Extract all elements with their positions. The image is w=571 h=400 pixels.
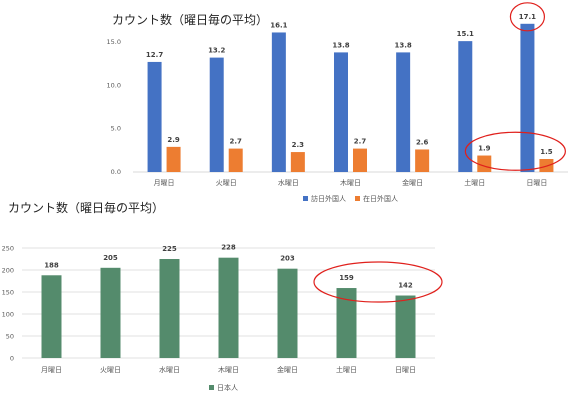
chart-visiting-residing-foreigners: カウント数（曜日毎の平均） 0.0 5.0 10.0 15.0 12.7 2.9 月曜日 13.…	[107, 2, 568, 203]
category-label: 金曜日	[277, 365, 298, 374]
data-label: 13.8	[395, 41, 412, 49]
bar-residing	[353, 148, 367, 172]
data-label: 1.9	[478, 145, 491, 153]
annotation-circle	[313, 261, 443, 303]
category-label: 土曜日	[464, 178, 485, 187]
bar-japanese	[41, 275, 62, 358]
data-label: 205	[103, 254, 118, 262]
category-label: 木曜日	[218, 365, 239, 374]
y-tick-label: 10.0	[107, 81, 121, 89]
data-label: 13.8	[332, 41, 349, 49]
category-label: 木曜日	[340, 178, 361, 187]
category-label: 火曜日	[216, 179, 237, 187]
data-label: 203	[280, 255, 295, 263]
data-label: 228	[221, 244, 236, 252]
bar-residing	[166, 146, 181, 172]
legend-label: 在日外国人	[363, 194, 398, 203]
y-tick-label: 150	[2, 289, 14, 297]
data-label: 2.3	[292, 141, 305, 149]
bar-visiting	[271, 32, 286, 172]
bar-visiting	[396, 52, 411, 172]
bar-visiting	[458, 41, 473, 173]
bar-residing	[228, 148, 243, 172]
data-label: 1.5	[540, 148, 553, 156]
bar-japanese	[395, 295, 416, 358]
data-label: 15.1	[457, 30, 474, 38]
data-label: 225	[162, 245, 177, 253]
bar-residing	[415, 149, 430, 172]
y-tick-label: 5.0	[111, 125, 121, 133]
legend-swatch	[209, 385, 214, 390]
data-label: 16.1	[270, 21, 287, 29]
category-label: 日曜日	[526, 179, 547, 187]
y-tick-label: 0.0	[111, 168, 121, 176]
data-label: 12.7	[146, 51, 163, 59]
data-label: 2.6	[416, 138, 429, 146]
category-label: 月曜日	[154, 179, 175, 187]
bar-visiting	[520, 23, 535, 172]
data-label: 142	[398, 282, 413, 290]
y-tick-label: 15.0	[107, 38, 121, 46]
category-label: 水曜日	[159, 365, 180, 374]
legend-swatch	[355, 196, 360, 201]
legend-swatch	[303, 196, 308, 201]
bar-japanese	[159, 259, 180, 358]
chart-title: カウント数（曜日毎の平均）	[112, 12, 268, 27]
bar-visiting	[147, 61, 162, 172]
annotation-circle	[464, 131, 566, 171]
bar-japanese	[336, 288, 357, 358]
y-tick-label: 100	[2, 311, 14, 319]
bar-japanese	[100, 267, 121, 358]
legend-label: 訪日外国人	[311, 194, 346, 203]
category-label: 火曜日	[100, 366, 121, 374]
data-label: 17.1	[519, 13, 536, 21]
bar-visiting	[334, 52, 348, 172]
category-label: 土曜日	[336, 365, 357, 374]
bar-japanese	[218, 257, 239, 358]
annotation-circle	[509, 2, 546, 32]
y-tick-label: 250	[2, 245, 14, 253]
category-label: 日曜日	[395, 366, 416, 374]
category-label: 金曜日	[402, 178, 423, 187]
data-label: 2.7	[354, 138, 367, 146]
bar-japanese	[277, 268, 298, 358]
data-label: 188	[44, 261, 59, 269]
category-label: 水曜日	[278, 178, 299, 187]
bar-residing	[290, 152, 305, 172]
category-label: 月曜日	[41, 366, 62, 374]
legend-label: 日本人	[217, 383, 238, 392]
chart-title: カウント数（曜日毎の平均）	[8, 200, 164, 215]
bar-residing	[477, 155, 492, 172]
y-tick-label: 50	[6, 333, 14, 341]
data-label: 2.9	[167, 136, 180, 144]
data-label: 159	[339, 274, 354, 282]
data-label: 13.2	[208, 47, 225, 55]
y-tick-label: 0	[10, 355, 14, 363]
bar-residing	[539, 159, 554, 172]
y-tick-label: 200	[2, 267, 14, 275]
bar-visiting	[209, 57, 224, 172]
data-label: 2.7	[230, 138, 243, 146]
